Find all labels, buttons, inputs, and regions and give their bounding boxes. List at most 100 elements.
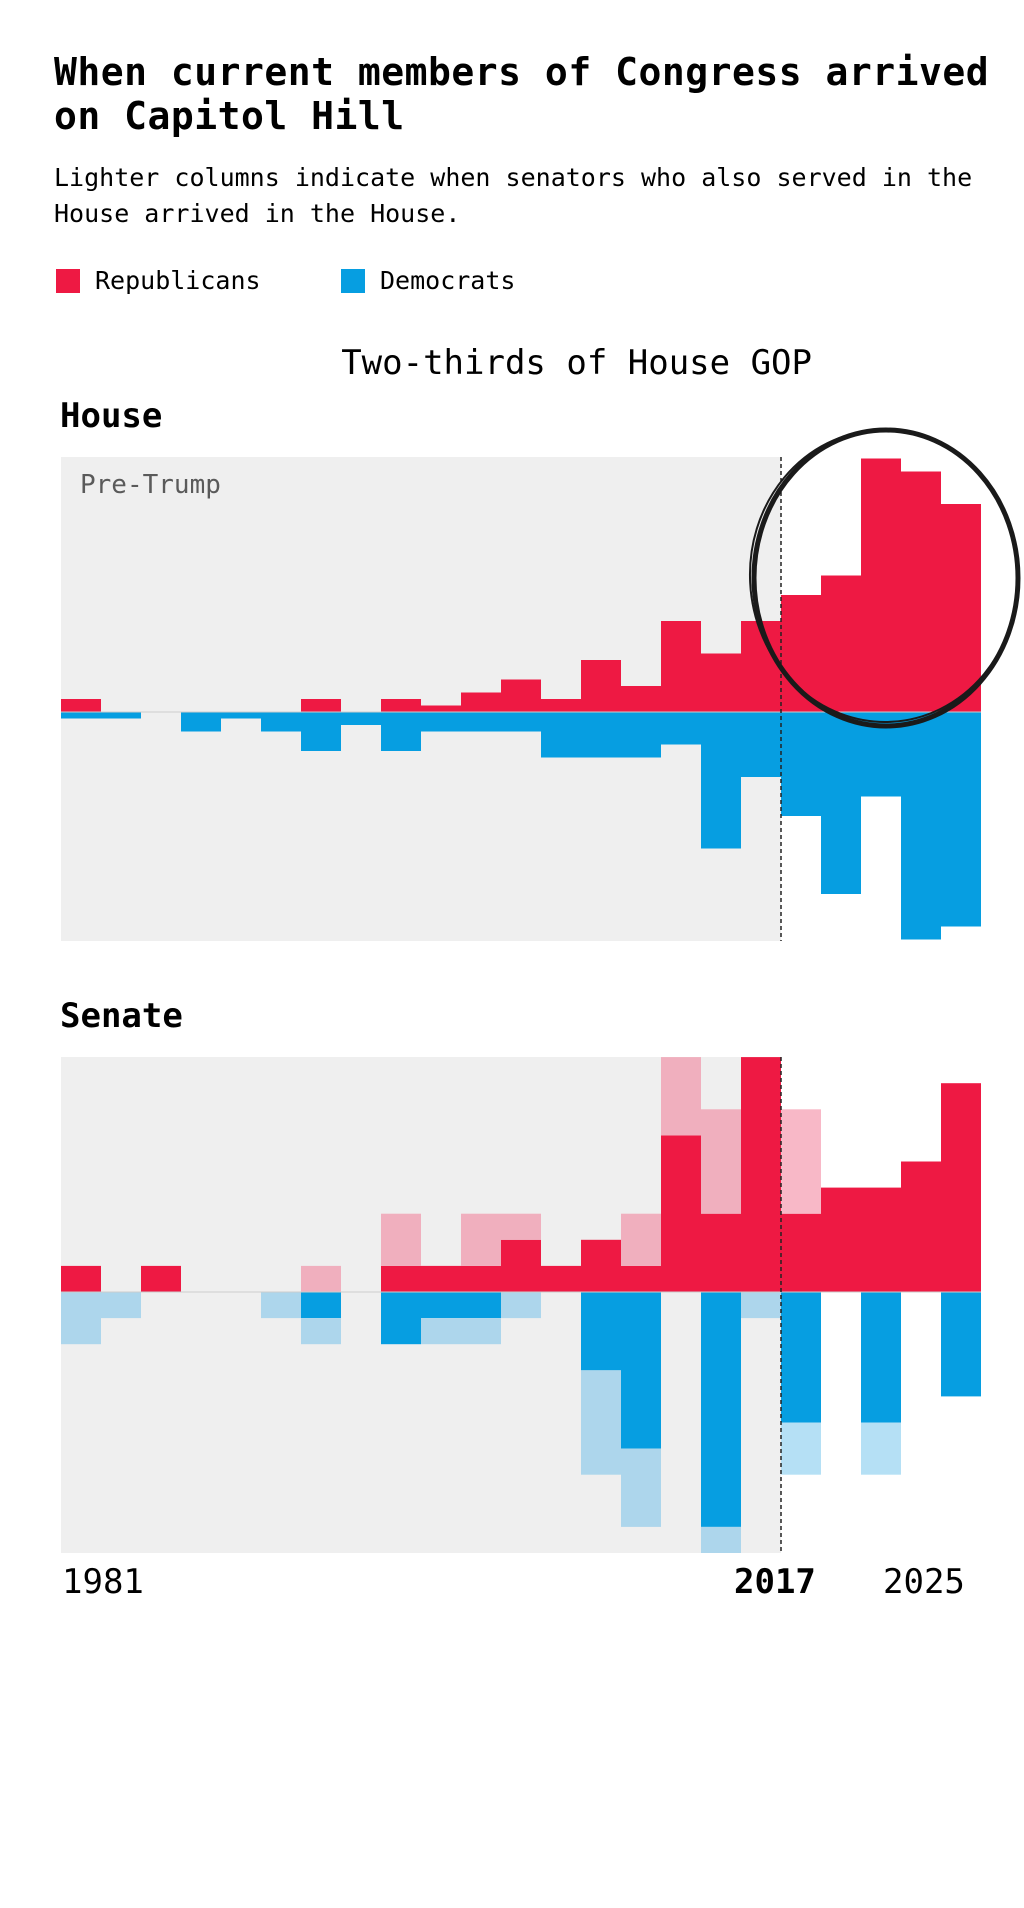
senate-bar-dem-2009 (621, 1292, 661, 1449)
house-bar-rep-2009 (621, 686, 661, 712)
highlight-circle-stroke (748, 429, 1020, 723)
senate-bar-dem-house-arrival-2007 (581, 1370, 621, 1475)
senate-bar-rep-1985 (141, 1265, 181, 1292)
house-bar-rep-2001 (461, 692, 501, 712)
chart-subtitle: Lighter columns indicate when senators w… (54, 163, 973, 228)
legend-swatch-republicans (56, 268, 80, 293)
senate-bar-dem-2001 (461, 1292, 501, 1319)
senate-bar-rep-2017 (781, 1213, 821, 1292)
pre-trump-label: Pre-Trump (80, 470, 221, 500)
legend-item-republicans: Republicans (56, 266, 261, 295)
senate-bar-rep-house-arrival-2011 (661, 1057, 701, 1136)
house-bar-rep-1997 (381, 699, 421, 712)
house-bar-dem-1997 (381, 712, 421, 751)
senate-bar-rep-2005 (541, 1265, 581, 1292)
senate-bar-dem-house-arrival-2021 (861, 1422, 901, 1475)
senate-bar-rep-2001 (461, 1265, 501, 1292)
senate-bar-rep-house-arrival-2003 (501, 1213, 541, 1240)
senate-bar-dem-1997 (381, 1292, 421, 1345)
senate-bar-dem-1993 (301, 1292, 341, 1319)
house-bar-rep-2007 (581, 660, 621, 712)
house-bar-dem-2009 (621, 712, 661, 758)
house-bar-rep-2011 (661, 621, 701, 712)
panel-title-senate: Senate (60, 996, 183, 1036)
house-bar-rep-2003 (501, 679, 541, 712)
senate-bar-rep-1997 (381, 1265, 421, 1292)
chart-title: When current members of Congress arrived… (54, 50, 990, 138)
senate-bar-rep-house-arrival-1997 (381, 1213, 421, 1266)
senate-bar-dem-house-arrival-2015 (741, 1292, 781, 1319)
legend-label-republicans: Republicans (95, 266, 261, 295)
house-bar-rep-1993 (301, 699, 341, 712)
senate-bar-dem-1999 (421, 1292, 461, 1319)
senate-bar-rep-2023 (901, 1161, 941, 1292)
house-bar-dem-2001 (461, 712, 501, 732)
senate-bar-rep-2009 (621, 1265, 661, 1292)
house-bar-dem-1995 (341, 712, 381, 725)
house-bar-dem-2007 (581, 712, 621, 758)
senate-bar-dem-house-arrival-1999 (421, 1318, 461, 1345)
house-bar-dem-1993 (301, 712, 341, 751)
senate-bar-rep-2025 (941, 1083, 981, 1292)
house-bar-dem-1989 (221, 712, 261, 719)
house-bar-dem-1981 (61, 712, 101, 719)
house-bar-rep-2013 (701, 653, 741, 712)
senate-bar-dem-house-arrival-1983 (101, 1292, 141, 1319)
senate-bar-dem-house-arrival-2001 (461, 1318, 501, 1345)
house-bar-rep-2019 (821, 575, 861, 712)
senate-bar-rep-2021 (861, 1187, 901, 1292)
chart-canvas (61, 427, 1021, 1553)
house-bar-rep-2005 (541, 699, 581, 712)
house-bar-dem-2011 (661, 712, 701, 745)
chart-overlays (748, 427, 1021, 729)
house-bar-dem-2023 (901, 712, 941, 940)
house-bar-dem-2019 (821, 712, 861, 894)
legend-label-democrats: Democrats (380, 266, 516, 295)
senate-bar-dem-house-arrival-2003 (501, 1292, 541, 1319)
senate-bar-dem-2017 (781, 1292, 821, 1423)
senate-bar-rep-house-arrival-1993 (301, 1265, 341, 1292)
house-bar-rep-2025 (941, 504, 981, 712)
senate-bar-dem-house-arrival-2013 (701, 1526, 741, 1553)
legend-item-democrats: Democrats (341, 266, 515, 295)
senate-bar-rep-2003 (501, 1239, 541, 1292)
senate-bar-rep-house-arrival-2013 (701, 1109, 741, 1214)
senate-bar-rep-1999 (421, 1265, 461, 1292)
house-bar-dem-2017 (781, 712, 821, 816)
legend-swatch-democrats (341, 268, 365, 293)
annotation-two-thirds: Two-thirds of House GOP (341, 343, 812, 383)
house-bar-dem-2025 (941, 712, 981, 927)
senate-bar-rep-1981 (61, 1265, 101, 1292)
senate-bar-dem-house-arrival-1991 (261, 1292, 301, 1319)
senate-bar-rep-2015 (741, 1057, 781, 1292)
panel-title-house: House (60, 396, 163, 436)
x-axis-label-start: 1981 (62, 1562, 144, 1602)
house-bar-dem-1991 (261, 712, 301, 732)
senate-bar-rep-2013 (701, 1213, 741, 1292)
house-bar-dem-2005 (541, 712, 581, 758)
house-bar-rep-2015 (741, 621, 781, 712)
house-bar-dem-1999 (421, 712, 461, 732)
house-bar-rep-1981 (61, 699, 101, 712)
senate-bar-dem-2013 (701, 1292, 741, 1527)
x-axis-label-end: 2025 (883, 1562, 965, 1602)
senate-bar-rep-house-arrival-2017 (781, 1109, 821, 1214)
senate-bar-dem-house-arrival-2017 (781, 1422, 821, 1475)
senate-bar-dem-house-arrival-2009 (621, 1448, 661, 1527)
house-bar-dem-2013 (701, 712, 741, 849)
x-axis-label-mid: 2017 (734, 1562, 816, 1602)
house-bar-dem-2015 (741, 712, 781, 777)
senate-bar-rep-2011 (661, 1135, 701, 1292)
senate-bar-rep-house-arrival-2009 (621, 1213, 661, 1266)
house-bar-dem-1983 (101, 712, 141, 719)
senate-chart (61, 1057, 981, 1553)
house-bar-dem-1987 (181, 712, 221, 732)
house-bar-dem-2003 (501, 712, 541, 732)
house-bar-rep-2021 (861, 458, 901, 712)
senate-bar-rep-house-arrival-2001 (461, 1213, 501, 1266)
senate-bar-dem-house-arrival-1993 (301, 1318, 341, 1345)
senate-bar-dem-2007 (581, 1292, 621, 1371)
senate-bar-dem-house-arrival-1981 (61, 1292, 101, 1345)
house-chart (61, 457, 981, 941)
senate-bar-rep-2007 (581, 1239, 621, 1292)
